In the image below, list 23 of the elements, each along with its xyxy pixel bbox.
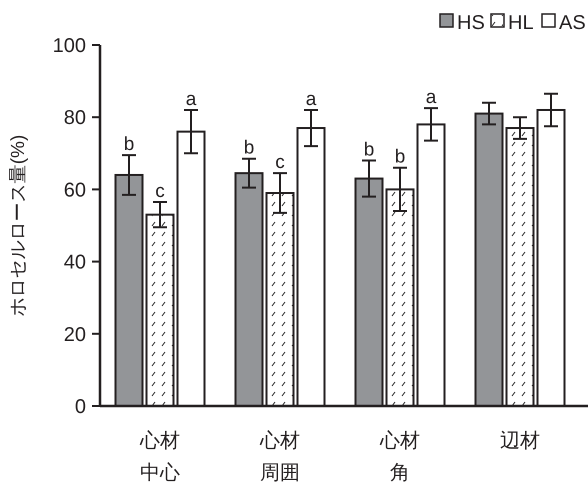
value-label: b <box>364 140 374 161</box>
value-label: a <box>186 88 196 110</box>
x-tick-label: 辺材 <box>500 430 540 452</box>
x-tick-label: 心材角 <box>379 430 420 484</box>
legend-label: AS <box>559 12 586 34</box>
y-axis-title: ホロセルロース量(%) <box>8 134 29 316</box>
value-label: c <box>275 152 285 174</box>
y-tick-label: 40 <box>64 252 86 274</box>
value-label: c <box>155 181 165 202</box>
value-label: b <box>394 146 406 168</box>
value-label: b <box>124 134 134 156</box>
value-label: a <box>426 87 436 108</box>
legend-label: HS <box>457 12 485 34</box>
x-tick-label: 心材周囲 <box>259 430 300 484</box>
y-tick-label: 0 <box>74 396 86 418</box>
y-tick-label: 80 <box>64 107 86 130</box>
value-label: a <box>306 88 316 110</box>
x-tick-label: 心材中心 <box>139 430 180 484</box>
y-tick-label: 20 <box>64 324 86 346</box>
y-tick-label: 100 <box>52 35 86 57</box>
y-tick-label: 60 <box>64 179 86 202</box>
value-label: b <box>244 138 254 159</box>
legend-label: HL <box>508 12 534 34</box>
